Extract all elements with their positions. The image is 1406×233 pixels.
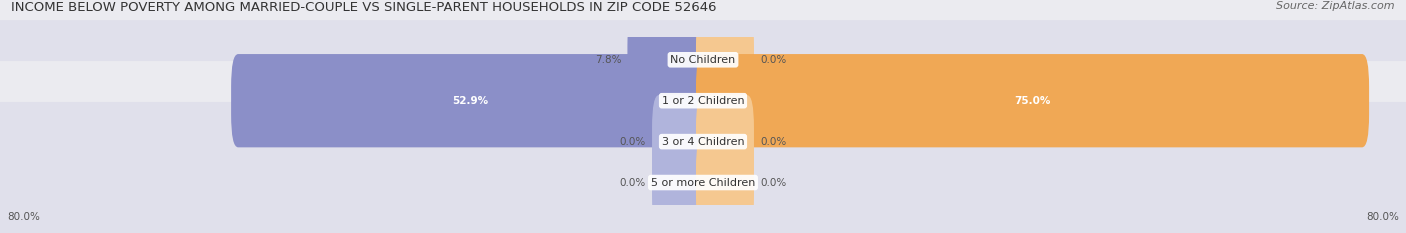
Text: Source: ZipAtlas.com: Source: ZipAtlas.com [1277,1,1395,11]
FancyBboxPatch shape [696,54,1369,147]
FancyBboxPatch shape [0,102,1406,233]
FancyBboxPatch shape [652,136,710,229]
FancyBboxPatch shape [0,0,1406,140]
Text: 5 or more Children: 5 or more Children [651,178,755,188]
Text: No Children: No Children [671,55,735,65]
Text: 0.0%: 0.0% [761,137,786,147]
FancyBboxPatch shape [0,61,1406,222]
FancyBboxPatch shape [627,13,710,106]
Text: 0.0%: 0.0% [620,137,645,147]
FancyBboxPatch shape [696,13,754,106]
Text: 80.0%: 80.0% [7,212,39,222]
Text: 0.0%: 0.0% [761,178,786,188]
FancyBboxPatch shape [652,95,710,188]
Text: 0.0%: 0.0% [620,178,645,188]
Text: INCOME BELOW POVERTY AMONG MARRIED-COUPLE VS SINGLE-PARENT HOUSEHOLDS IN ZIP COD: INCOME BELOW POVERTY AMONG MARRIED-COUPL… [11,1,717,14]
Text: 75.0%: 75.0% [1014,96,1050,106]
Text: 3 or 4 Children: 3 or 4 Children [662,137,744,147]
Text: 1 or 2 Children: 1 or 2 Children [662,96,744,106]
FancyBboxPatch shape [231,54,710,147]
FancyBboxPatch shape [696,95,754,188]
Text: 52.9%: 52.9% [453,96,489,106]
FancyBboxPatch shape [0,20,1406,181]
Text: 0.0%: 0.0% [761,55,786,65]
Text: 7.8%: 7.8% [595,55,621,65]
Text: 80.0%: 80.0% [1367,212,1399,222]
FancyBboxPatch shape [696,136,754,229]
